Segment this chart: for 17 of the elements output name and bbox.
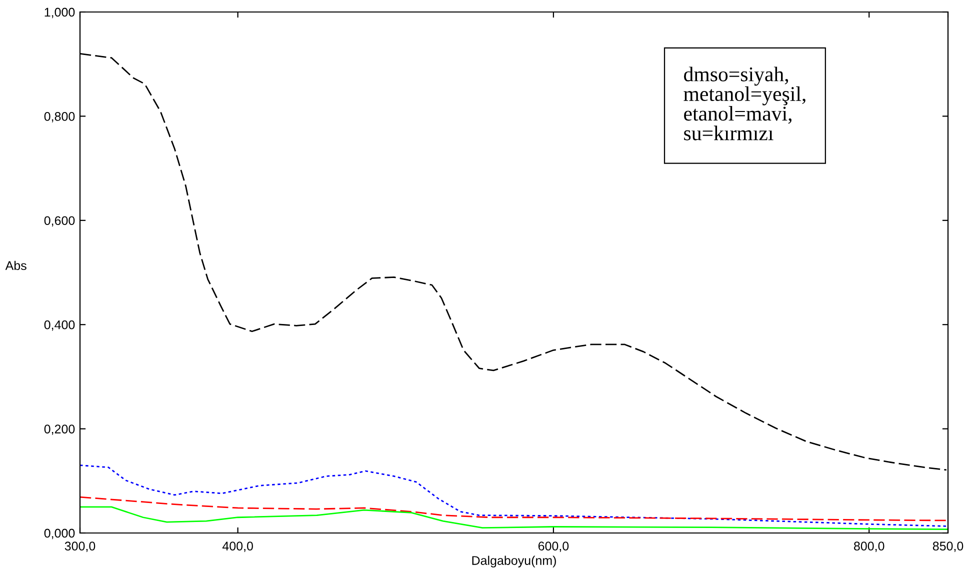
y-axis-title: Abs — [5, 260, 26, 270]
y-tick-label: 1,000 — [44, 8, 75, 18]
y-tick-label: 0,200 — [44, 424, 75, 435]
line-series — [80, 496, 948, 522]
annotation: dmso=siyah, metanol=yeşil, etanol=mavi, su=kırmızı — [684, 66, 806, 140]
x-tick-label: 600,0 — [538, 542, 569, 552]
y-tick-label: 0,400 — [44, 320, 75, 331]
x-tick-label: 800,0 — [854, 542, 884, 552]
x-tick-label: 400,0 — [222, 542, 253, 552]
x-tick-label: 850,0 — [932, 542, 964, 552]
line-series — [80, 464, 948, 527]
x-tick-label: 300,0 — [64, 542, 96, 552]
y-tick-label: 0,600 — [44, 216, 75, 227]
line-series — [80, 506, 948, 530]
y-tick-label: 0,800 — [44, 112, 75, 122]
x-axis-title: Dalgaboyu(nm) — [472, 556, 556, 568]
y-tick-label: 0,000 — [44, 528, 75, 540]
